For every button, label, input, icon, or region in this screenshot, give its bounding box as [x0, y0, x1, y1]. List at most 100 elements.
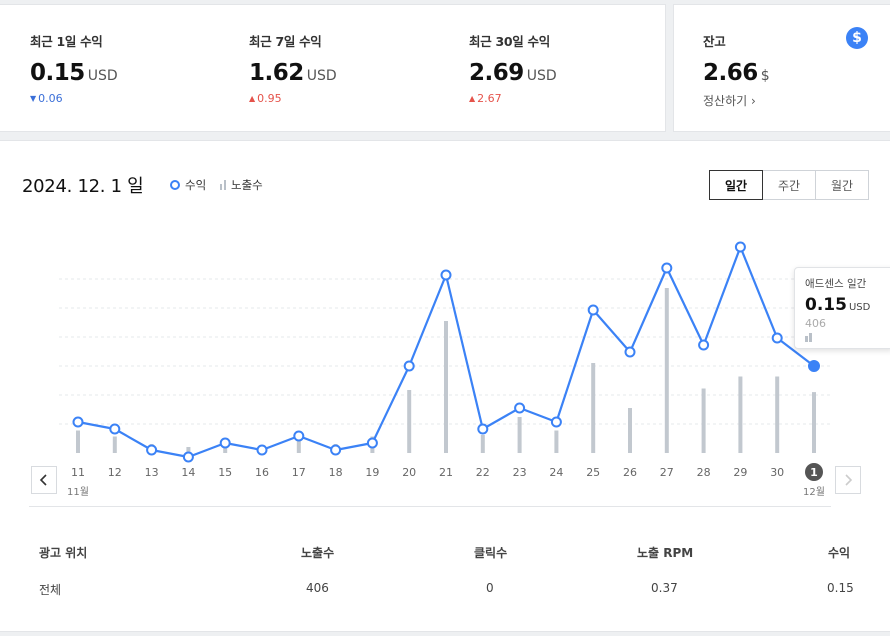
- triangle-up-icon: ▲: [469, 94, 476, 103]
- impressions-bar: [444, 321, 448, 453]
- x-tick-label: 24: [549, 466, 563, 479]
- legend-impressions[interactable]: 노출수: [220, 177, 263, 193]
- revenue-point: [366, 437, 378, 449]
- table-header-revenue: 수익: [828, 546, 851, 560]
- x-tick-label: 1: [810, 466, 818, 479]
- revenue-point: [661, 262, 673, 274]
- period-toggle: 일간 주간 월간: [709, 170, 869, 200]
- revenue-point: [146, 444, 158, 456]
- revenue-point: [734, 241, 746, 253]
- x-tick-label: 26: [623, 466, 637, 479]
- x-tick-label: 18: [329, 466, 343, 479]
- chevron-right-icon: [845, 474, 853, 486]
- stat-delta: 0.06: [38, 92, 63, 105]
- stat-delta: 2.67: [477, 92, 502, 105]
- divider: [29, 506, 831, 507]
- next-button[interactable]: [835, 466, 861, 494]
- revenue-point: [256, 444, 268, 456]
- tab-daily[interactable]: 일간: [709, 170, 763, 200]
- stat-label: 최근 1일 수익: [30, 34, 103, 49]
- x-tick-label: 11: [71, 466, 85, 479]
- impressions-bar: [407, 390, 412, 453]
- stat-value: 1.62: [249, 60, 304, 86]
- revenue-point: [440, 269, 452, 281]
- bars-icon: [805, 332, 883, 342]
- x-tick-label: 13: [145, 466, 159, 479]
- selected-day-marker: [805, 463, 823, 481]
- balance-card: 잔고 2.66 $ 정산하기 › $: [673, 4, 890, 132]
- revenue-point: [587, 304, 599, 316]
- prev-button[interactable]: [31, 466, 57, 494]
- impressions-bar: [812, 392, 816, 453]
- tab-monthly[interactable]: 월간: [815, 170, 869, 200]
- table-cell-revenue: 0.15: [827, 581, 854, 595]
- x-tick-label: 21: [439, 466, 453, 479]
- x-tick-label: 16: [255, 466, 269, 479]
- x-tick-label: 30: [770, 466, 784, 479]
- impressions-bar: [628, 408, 632, 453]
- x-tick-label: 12: [108, 466, 122, 479]
- x-tick-label: 28: [697, 466, 711, 479]
- settle-link[interactable]: 정산하기 ›: [703, 92, 770, 109]
- stat-unit: USD: [526, 68, 557, 84]
- chevron-right-icon: ›: [751, 94, 756, 108]
- stat-value: 0.15: [30, 60, 85, 86]
- tooltip-value: 0.15: [805, 295, 847, 315]
- revenue-point: [771, 332, 783, 344]
- table-header-placement: 광고 위치: [39, 546, 88, 560]
- chart-card: 2024. 12. 1 일 수익 노출수 일간 주간 월간 11 12 13 14 15…: [0, 140, 890, 632]
- impressions-bar: [76, 430, 80, 453]
- impressions-bar: [517, 417, 522, 453]
- table-header-clicks: 클릭수: [474, 546, 508, 560]
- stat-30day: 최근 30일 수익 2.69 USD ▲ 2.67: [469, 31, 557, 105]
- stat-label: 최근 7일 수익: [249, 34, 322, 49]
- stat-unit: USD: [306, 68, 337, 84]
- legend-impressions-label: 노출수: [231, 178, 263, 192]
- table-cell-rpm: 0.37: [651, 581, 678, 595]
- impressions-bar: [296, 439, 301, 453]
- x-tick-label: 17: [292, 466, 306, 479]
- chart-date-title: 2024. 12. 1 일: [22, 176, 144, 197]
- impressions-bar: [591, 363, 596, 453]
- revenue-point: [808, 360, 820, 372]
- impressions-bar: [480, 435, 485, 453]
- revenue-point: [109, 423, 121, 435]
- tooltip-unit: USD: [848, 302, 871, 313]
- x-tick-label: 25: [586, 466, 600, 479]
- revenue-point: [293, 430, 305, 442]
- stat-label: 최근 30일 수익: [469, 34, 550, 49]
- x-tick-label: 19: [365, 466, 379, 479]
- revenue-point: [514, 402, 526, 414]
- stat-unit: USD: [87, 68, 118, 84]
- revenue-point: [182, 451, 194, 463]
- stat-7day: 최근 7일 수익 1.62 USD ▲ 0.95: [249, 31, 337, 105]
- dollar-icon: $: [846, 27, 868, 49]
- revenue-point: [330, 444, 342, 456]
- month-label: 12월: [803, 486, 825, 498]
- impressions-bar: [775, 376, 780, 453]
- revenue-chart: 11 12 13 14 15 16 17 18 19 20 21 22 23 24 25 26 27 28 29 30…: [59, 241, 831, 498]
- table-header-impressions: 노출수: [301, 546, 335, 560]
- triangle-down-icon: ▼: [30, 94, 37, 103]
- legend-revenue[interactable]: 수익: [170, 177, 206, 193]
- stats-card: 최근 1일 수익 0.15 USD ▼ 0.06 최근 7일 수익 1.62 USD …: [0, 4, 666, 132]
- revenue-point: [403, 360, 415, 372]
- triangle-up-icon: ▲: [249, 94, 256, 103]
- impressions-bar: [738, 376, 743, 453]
- x-tick-label: 15: [218, 466, 232, 479]
- impressions-bar: [112, 436, 117, 453]
- revenue-point: [219, 437, 231, 449]
- tooltip-impressions: 406: [805, 317, 826, 330]
- bars-icon: [220, 180, 226, 190]
- impressions-bar: [554, 430, 559, 453]
- chart-tooltip: 애드센스 일간 0.15 USD 406: [794, 267, 890, 349]
- x-tick-label: 23: [513, 466, 527, 479]
- table-cell-impressions: 406: [306, 581, 329, 595]
- stat-delta: 0.95: [257, 92, 282, 105]
- tooltip-title: 애드센스 일간: [805, 278, 867, 290]
- chevron-left-icon: [39, 474, 47, 486]
- revenue-point: [477, 423, 489, 435]
- table-header-rpm: 노출 RPM: [637, 546, 694, 560]
- x-tick-label: 22: [476, 466, 490, 479]
- revenue-point: [624, 346, 636, 358]
